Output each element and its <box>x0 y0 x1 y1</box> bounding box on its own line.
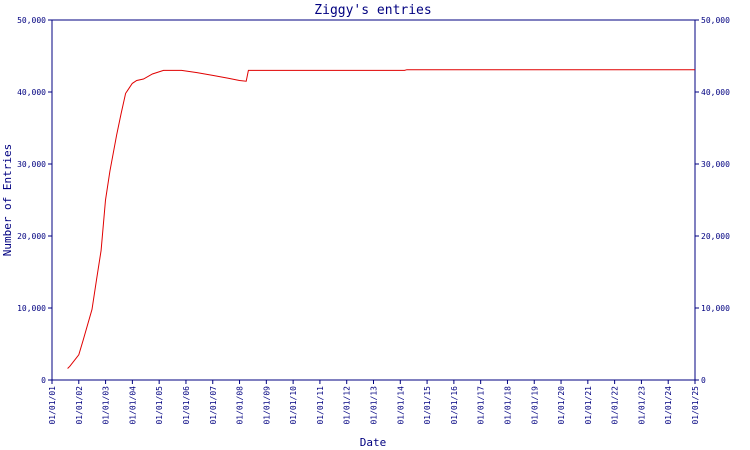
x-tick-label: 01/01/15 <box>423 386 432 425</box>
x-tick-label: 01/01/17 <box>477 386 486 425</box>
y-tick-label-right: 10,000 <box>701 304 730 313</box>
x-tick-label: 01/01/10 <box>289 386 298 425</box>
x-tick-label: 01/01/21 <box>584 386 593 425</box>
x-tick-label: 01/01/07 <box>209 386 218 425</box>
x-tick-label: 01/01/04 <box>128 386 137 425</box>
y-tick-label-right: 20,000 <box>701 232 730 241</box>
x-tick-label: 01/01/02 <box>75 386 84 425</box>
y-tick-label-left: 20,000 <box>17 232 46 241</box>
x-tick-label: 01/01/25 <box>691 386 700 425</box>
series-line <box>67 69 695 369</box>
x-axis: 01/01/01 01/01/02 01/01/03 01/01/04 01/01/05… <box>48 380 700 425</box>
x-axis-title: Date <box>360 436 387 449</box>
y-tick-label-right: 30,000 <box>701 160 730 169</box>
x-tick-label: 01/01/12 <box>343 386 352 425</box>
x-tick-label: 01/01/19 <box>530 386 539 425</box>
y-axis-right: 0 10,000 20,000 30,000 40,000 50,000 <box>695 16 730 385</box>
y-tick-label-right: 50,000 <box>701 16 730 25</box>
y-tick-label-right: 0 <box>701 376 706 385</box>
y-tick-label-left: 50,000 <box>17 16 46 25</box>
x-tick-label: 01/01/05 <box>155 386 164 425</box>
chart-title: Ziggy's entries <box>314 3 431 18</box>
x-tick-label: 01/01/20 <box>557 386 566 425</box>
x-tick-label: 01/01/18 <box>503 386 512 425</box>
x-tick-label: 01/01/03 <box>102 386 111 425</box>
x-tick-label: 01/01/06 <box>182 386 191 425</box>
x-tick-label: 01/01/24 <box>664 386 673 425</box>
x-tick-label: 01/01/13 <box>370 386 379 425</box>
x-tick-label: 01/01/22 <box>611 386 620 425</box>
y-tick-label-left: 10,000 <box>17 304 46 313</box>
x-tick-label: 01/01/23 <box>637 386 646 425</box>
y-tick-label-left: 0 <box>41 376 46 385</box>
x-tick-label: 01/01/11 <box>316 386 325 425</box>
y-axis-title: Number of Entries <box>1 144 14 257</box>
y-tick-label-right: 40,000 <box>701 88 730 97</box>
y-tick-label-left: 30,000 <box>17 160 46 169</box>
y-tick-label-left: 40,000 <box>17 88 46 97</box>
y-axis-left: 0 10,000 20,000 30,000 40,000 50,000 <box>17 16 52 385</box>
x-tick-label: 01/01/16 <box>450 386 459 425</box>
x-tick-label: 01/01/08 <box>236 386 245 425</box>
x-tick-label: 01/01/09 <box>262 386 271 425</box>
series-group <box>67 69 695 369</box>
x-tick-label: 01/01/14 <box>396 386 405 425</box>
plot-frame <box>51 19 696 381</box>
x-tick-label: 01/01/01 <box>48 386 57 425</box>
